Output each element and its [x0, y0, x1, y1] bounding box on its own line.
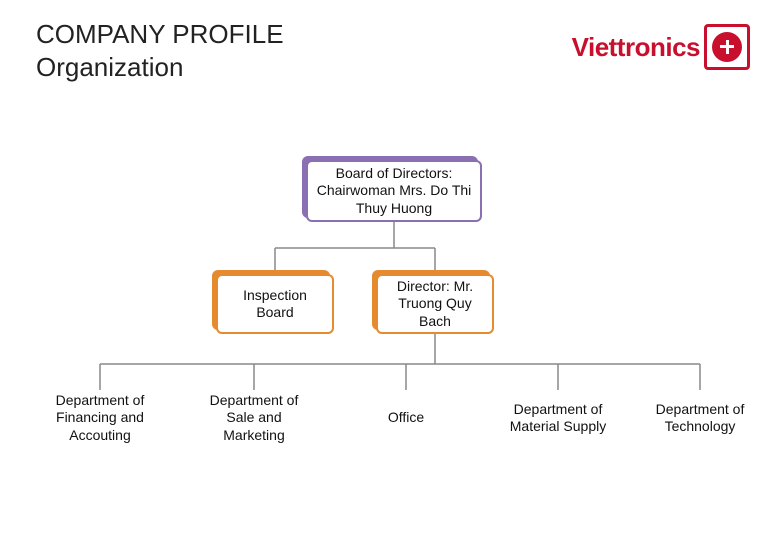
org-node-board: Board of Directors: Chairwoman Mrs. Do T…	[306, 160, 482, 222]
brand-logo-text: Viettronics	[572, 32, 700, 63]
brand-logo: Viettronics	[572, 24, 750, 70]
org-node-inspection: Inspection Board	[216, 274, 334, 334]
org-node-sale: Department of Sale and Marketing	[190, 390, 318, 446]
org-node-office: Office	[342, 390, 470, 446]
header: COMPANY PROFILE Organization Viettronics	[0, 0, 780, 100]
org-node-office-label: Office	[388, 409, 424, 427]
org-node-technology-label: Department of Technology	[642, 401, 758, 436]
org-node-inspection-label: Inspection Board	[224, 287, 326, 322]
org-node-sale-label: Department of Sale and Marketing	[196, 392, 312, 445]
org-node-technology: Department of Technology	[636, 390, 764, 446]
org-node-material-label: Department of Material Supply	[500, 401, 616, 436]
page-title-line1: COMPANY PROFILE	[36, 18, 284, 51]
org-chart: Board of Directors: Chairwoman Mrs. Do T…	[0, 120, 780, 540]
org-node-director-label: Director: Mr. Truong Quy Bach	[384, 278, 486, 331]
org-node-financing: Department of Financing and Accouting	[36, 390, 164, 446]
brand-logo-icon	[704, 24, 750, 70]
org-node-director: Director: Mr. Truong Quy Bach	[376, 274, 494, 334]
org-node-board-label: Board of Directors: Chairwoman Mrs. Do T…	[314, 165, 474, 218]
page-title-line2: Organization	[36, 51, 284, 84]
org-node-financing-label: Department of Financing and Accouting	[42, 392, 158, 445]
org-node-material: Department of Material Supply	[494, 390, 622, 446]
title-block: COMPANY PROFILE Organization	[36, 18, 284, 83]
